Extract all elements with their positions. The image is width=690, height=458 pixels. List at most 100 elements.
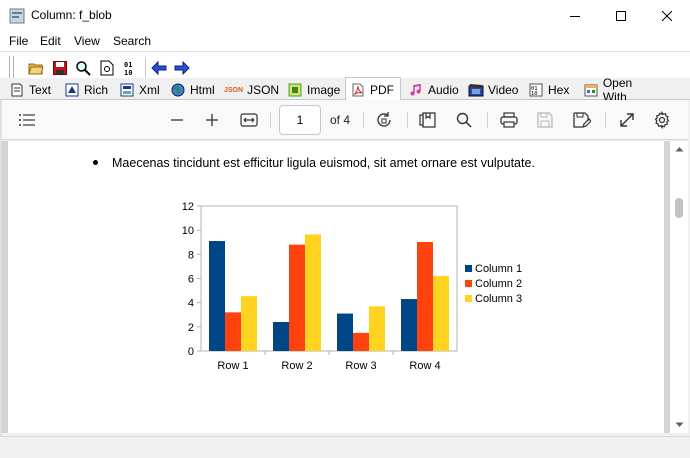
bar [289, 244, 305, 351]
tab-text-label: Text [29, 83, 52, 97]
tab-pdf[interactable]: PDF [345, 77, 401, 101]
tab-open-with[interactable]: Open With [578, 76, 660, 104]
legend-swatch [465, 295, 472, 302]
arrow-left-icon[interactable] [150, 59, 168, 77]
y-tick-label: 12 [182, 201, 194, 213]
fit-width-icon[interactable] [238, 109, 260, 131]
tab-video[interactable]: Video [463, 79, 521, 100]
bar [305, 234, 321, 351]
tab-audio[interactable]: Audio [403, 79, 461, 100]
bar [369, 306, 385, 351]
tab-text[interactable]: Text [4, 79, 58, 100]
page-count-label: of 4 [330, 113, 351, 127]
bar [433, 276, 449, 351]
pdf-toolbar-separator [407, 112, 408, 128]
legend-label: Column 1 [475, 263, 522, 275]
maximize-button[interactable] [598, 0, 644, 31]
json-icon: JSON [224, 86, 244, 94]
window-title: Column: f_blob [31, 8, 112, 22]
scroll-up-icon[interactable] [670, 141, 688, 157]
menu-bar: File Edit View Search [0, 31, 690, 51]
legend-label: Column 2 [475, 278, 522, 290]
y-tick-label: 6 [188, 274, 194, 286]
menu-search[interactable]: Search [113, 34, 152, 48]
viewer-tabs: Text Rich Xml Html JSON JSON Image PDF A… [0, 76, 690, 104]
tab-xml[interactable]: Xml [114, 79, 164, 100]
tab-json-label: JSON [247, 83, 280, 97]
film-icon [468, 82, 484, 98]
app-icon [9, 8, 25, 24]
vertical-scrollbar[interactable] [670, 141, 688, 433]
tab-audio-label: Audio [428, 83, 459, 97]
page-number-input[interactable]: 1 [279, 105, 321, 135]
legend-label: Column 3 [475, 293, 522, 305]
print-icon[interactable] [498, 109, 520, 131]
bar-chart: 0 2 4 6 8 10 12 Row 1 Row 2 Row 3 Row 4 Column 1 Col… [182, 201, 522, 372]
tab-image-label: Image [307, 83, 341, 97]
zoom-in-icon[interactable] [201, 109, 223, 131]
tab-hex[interactable]: 01 10 Hex [523, 79, 576, 100]
tab-hex-label: Hex [548, 83, 570, 97]
legend-swatch [465, 280, 472, 287]
binary-icon[interactable]: 01 10 [121, 59, 139, 77]
tab-rich[interactable]: Rich [59, 79, 113, 100]
bar [273, 322, 289, 351]
hex-icon: 01 10 [528, 82, 544, 98]
pdf-toolbar-separator [270, 112, 271, 128]
gear-icon[interactable] [651, 109, 673, 131]
page-icon[interactable] [98, 59, 116, 77]
pdf-toolbar: 1 of 4 [2, 100, 688, 140]
tab-xml-label: Xml [139, 83, 160, 97]
pdf-toolbar-separator [363, 112, 364, 128]
minimize-button[interactable] [552, 0, 598, 31]
search-icon[interactable] [453, 109, 475, 131]
save-edit-icon[interactable] [571, 109, 593, 131]
xml-icon [119, 82, 135, 98]
close-button[interactable] [644, 0, 690, 31]
save-disabled-icon [534, 109, 556, 131]
zoom-out-icon[interactable] [166, 109, 188, 131]
bullet-marker [93, 160, 98, 165]
bar [401, 299, 417, 351]
tab-pdf-label: PDF [370, 82, 394, 97]
legend-swatch [465, 265, 472, 272]
rich-text-icon [64, 82, 80, 98]
menu-file[interactable]: File [9, 34, 29, 48]
y-tick-label: 10 [182, 225, 194, 237]
bar [225, 312, 241, 351]
main-toolbar: 01 10 [0, 51, 690, 81]
tab-json[interactable]: JSON JSON [219, 79, 280, 100]
status-bar [0, 436, 690, 458]
toolbar-separator [145, 58, 146, 78]
toolbar-grip[interactable] [9, 56, 14, 78]
globe-icon [170, 82, 186, 98]
scroll-down-icon[interactable] [670, 417, 688, 433]
rotate-icon[interactable] [373, 109, 395, 131]
pdf-page: Maecenas tincidunt est efficitur ligula … [8, 141, 664, 433]
open-folder-icon[interactable] [27, 59, 45, 77]
x-tick-label: Row 2 [281, 360, 312, 372]
y-tick-label: 8 [188, 249, 194, 261]
tab-html[interactable]: Html [165, 79, 218, 100]
x-tick-label: Row 4 [409, 360, 440, 372]
y-tick-label: 2 [188, 322, 194, 334]
menu-edit[interactable]: Edit [40, 34, 61, 48]
expand-icon[interactable] [616, 109, 638, 131]
tab-video-label: Video [488, 83, 519, 97]
pdf-viewer[interactable]: Maecenas tincidunt est efficitur ligula … [2, 141, 670, 433]
text-icon [9, 82, 25, 98]
menu-view[interactable]: View [74, 34, 100, 48]
bullet-text: Maecenas tincidunt est efficitur ligula … [112, 156, 535, 170]
sidebar-toggle-icon[interactable] [16, 109, 38, 131]
scroll-thumb[interactable] [675, 198, 683, 218]
svg-text:10: 10 [531, 91, 538, 97]
arrow-right-icon[interactable] [173, 59, 191, 77]
music-note-icon [408, 82, 424, 98]
x-tick-label: Row 3 [345, 360, 376, 372]
save-icon[interactable] [51, 59, 69, 77]
tab-image[interactable]: Image [282, 79, 344, 100]
image-icon [287, 82, 303, 98]
title-bar: Column: f_blob [0, 0, 690, 31]
page-layout-icon[interactable] [417, 109, 439, 131]
find-icon[interactable] [74, 59, 92, 77]
